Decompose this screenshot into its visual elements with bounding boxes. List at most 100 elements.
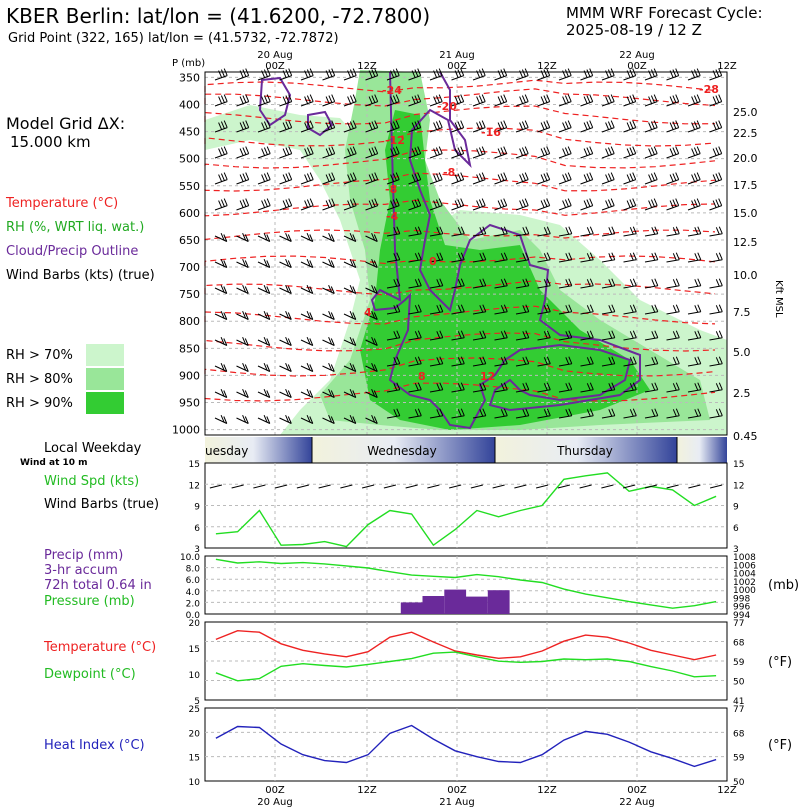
- wind-barb-flag: [282, 200, 287, 208]
- wind-barb-flag: [438, 146, 443, 154]
- wind-barb-shaft: [214, 75, 228, 81]
- wind-barb-flag: [694, 305, 699, 313]
- wind-barb-shaft: [494, 311, 508, 315]
- wind-barb-flag: [476, 148, 481, 156]
- wind-barb-flag: [715, 227, 720, 235]
- wind-barb-flag: [712, 200, 717, 208]
- wind-barb-flag: [632, 330, 637, 338]
- wind-barb-flag: [611, 278, 616, 286]
- wind-barb-shaft: [300, 205, 314, 211]
- wind-barb-flag: [328, 233, 333, 241]
- wind-barb-shaft: [343, 391, 357, 398]
- wind-barb-flag: [414, 69, 419, 77]
- wind-barb-flag: [632, 278, 637, 286]
- wind-barb-flag: [371, 199, 376, 207]
- wind-barb-flag: [525, 382, 530, 390]
- wind-barb-flag: [503, 120, 508, 128]
- heat-index-line: [215, 724, 717, 768]
- surface-wind-barb: [362, 484, 375, 489]
- wind-barb-shaft: [494, 179, 507, 185]
- wind-barb-flag: [519, 148, 524, 156]
- wind-barb-flag: [694, 331, 699, 339]
- wind-barb-flag: [244, 364, 249, 372]
- wind-barb-flag: [239, 174, 244, 182]
- wind-barb-flag: [589, 120, 594, 128]
- wind-barb-flag: [309, 338, 314, 346]
- wind-barb-flag: [607, 147, 612, 155]
- wind-barb-shaft: [515, 233, 529, 237]
- wind-barb-flag: [586, 279, 591, 287]
- surface-wind-barb: [492, 484, 505, 489]
- wind-barb-flag: [220, 69, 225, 77]
- wind-barb-flag: [543, 227, 548, 235]
- wind-barb-flag: [481, 146, 486, 154]
- wind-barb-flag: [482, 226, 487, 234]
- wind-barb-flag: [330, 286, 335, 294]
- surface-wind-barb: [710, 484, 723, 489]
- wind-barb-flag: [282, 174, 287, 182]
- legend-rh70-swatch: [86, 344, 124, 366]
- precip-tick: 8.0: [186, 565, 201, 575]
- wind-barb-shaft: [322, 287, 335, 294]
- wind-barb-flag: [439, 382, 444, 390]
- wind-barb-shaft: [666, 153, 679, 159]
- wind-barb-shaft: [515, 75, 529, 81]
- wind-barb-flag: [436, 331, 441, 339]
- wind-barb-flag: [632, 408, 637, 416]
- wind-barb-flag: [519, 122, 524, 130]
- wind-barb-flag: [266, 172, 271, 180]
- wind-barb-flag: [546, 330, 551, 338]
- bottom-time-axis: 00Z 12Z 00Z 12Z 00Z 12Z 20 Aug 21 Aug 22 Aug: [257, 785, 737, 808]
- wind-barb-shaft: [322, 153, 335, 159]
- wind-barb-flag: [282, 96, 287, 104]
- wind-barb-flag: [396, 408, 401, 416]
- wind-barb-flag: [242, 337, 247, 345]
- temperature-contours: [204, 79, 716, 402]
- wind-barb-shaft: [472, 75, 486, 81]
- wind-barbs-label: Wind Barbs (true): [44, 497, 160, 512]
- wind-barb-shaft: [537, 285, 551, 289]
- wind-barb-flag: [718, 252, 723, 260]
- wind-barb-shaft: [644, 127, 658, 133]
- wind-barb-flag: [564, 173, 569, 181]
- wind-barb-shaft: [709, 233, 723, 237]
- wind-barb-shaft: [343, 339, 357, 346]
- wind-barb-shaft: [601, 233, 615, 237]
- wind-barb-shaft: [279, 417, 292, 424]
- wind-barb-flag: [306, 259, 311, 267]
- wind-barb-flag: [500, 173, 505, 181]
- wind-barb-flag: [390, 148, 395, 156]
- wind-barb-flag: [567, 172, 572, 180]
- wind-barb-shaft: [365, 365, 378, 372]
- wind-barb-flag: [220, 173, 225, 181]
- wind-barb-flag: [309, 312, 314, 320]
- wind-barb-flag: [411, 122, 416, 130]
- surface-wind-barb: [209, 484, 222, 489]
- wind-barb-flag: [287, 312, 292, 320]
- wind-barb-flag: [304, 200, 309, 208]
- wind-barb-flag: [331, 94, 336, 102]
- wind-barb-flag: [482, 408, 487, 416]
- wind-barb-flag: [608, 305, 613, 313]
- wind-barb-flag: [481, 198, 486, 206]
- wind-barb-flag: [675, 408, 680, 416]
- wind-barb-flag: [669, 122, 674, 130]
- temperature-contour-label: -20: [437, 100, 457, 113]
- wind-barb-shaft: [386, 75, 400, 81]
- wind-barb-shaft: [494, 285, 508, 289]
- wind-barb-flag: [328, 199, 333, 207]
- wind-barb-flag: [266, 146, 271, 154]
- wind-barb-flag: [373, 234, 378, 242]
- wind-barb-shaft: [515, 101, 529, 107]
- wind-barb-flag: [328, 69, 333, 77]
- wind-barb-flag: [632, 252, 637, 260]
- wind-barb-flag: [611, 252, 616, 260]
- wind-barb-flag: [368, 200, 373, 208]
- wind-barb-flag: [282, 148, 287, 156]
- wind-barb-shaft: [343, 287, 357, 294]
- bottom-date-label: 20 Aug: [257, 797, 292, 808]
- legend-rh80-swatch: [86, 368, 124, 390]
- wind-barb-flag: [411, 96, 416, 104]
- wind-barb-flag: [325, 174, 330, 182]
- wind-barb-flag: [565, 253, 570, 261]
